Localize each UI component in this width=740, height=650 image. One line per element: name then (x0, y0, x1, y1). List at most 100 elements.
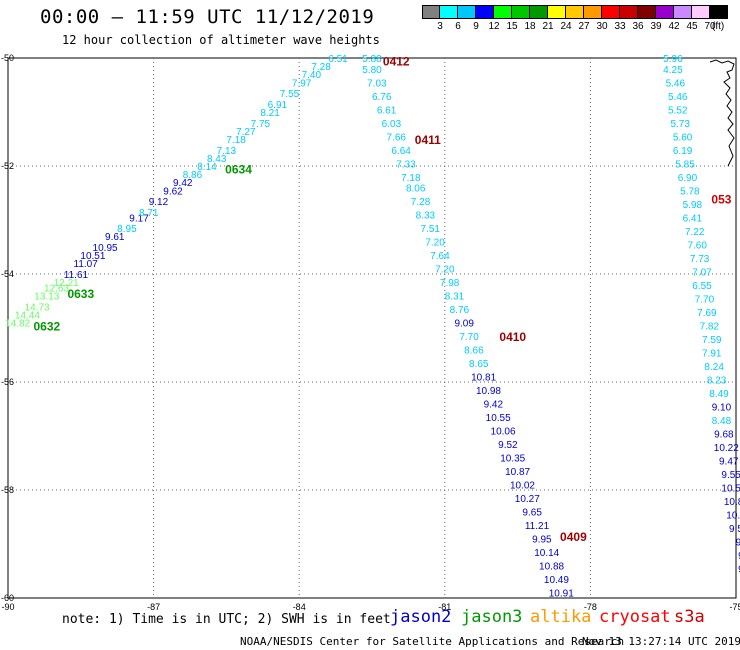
wave-height-value: 7.51 (421, 224, 441, 235)
wave-height-value: 10.98 (476, 386, 501, 397)
wave-height-value: 11.07 (74, 259, 99, 270)
wave-height-value: 14.82 (5, 319, 30, 330)
colorbar-swatch (602, 5, 620, 19)
x-tick-label: -90 (1, 602, 14, 612)
wave-height-value: 7.98 (440, 278, 460, 289)
x-tick-label: -84 (293, 602, 306, 612)
wave-height-value: 7.70 (459, 332, 479, 343)
colorbar-swatch (494, 5, 512, 19)
wave-height-value: 10.06 (491, 427, 516, 438)
wave-height-value: 4.25 (663, 65, 683, 76)
wave-height-value: 10.49 (544, 575, 569, 586)
x-tick-label: -78 (584, 602, 597, 612)
wave-height-value: 10.95 (93, 243, 118, 254)
colorbar-swatch (674, 5, 692, 19)
wave-height-value: 10.87 (505, 467, 530, 478)
wave-height-value: 9.65 (522, 508, 542, 519)
note-text: note: 1) Time is in UTC; 2) SWH is in fe… (62, 612, 391, 627)
wave-height-value: 7.13 (217, 146, 237, 157)
colorbar-label: 21 (542, 21, 554, 32)
colorbar-label: 24 (560, 21, 572, 32)
wave-height-value: 9.17 (129, 213, 149, 224)
legend-s3a: s3a (674, 607, 705, 627)
colorbar-swatch (530, 5, 548, 19)
wave-height-value: 5.78 (680, 186, 700, 197)
wave-height-value: 5.96 (663, 54, 683, 65)
x-tick-label: -87 (147, 602, 160, 612)
wave-height-value: 6.03 (382, 119, 402, 130)
wave-height-value: 5.88 (362, 54, 382, 65)
wave-height-value: 7.70 (695, 294, 715, 305)
wave-height-value: 9.95 (532, 535, 552, 546)
wave-height-value: 7.07 (692, 267, 712, 278)
y-tick-label: -56 (1, 377, 14, 387)
wave-height-value: 10.14 (534, 548, 559, 559)
wave-height-value: 5.85 (675, 159, 695, 170)
wave-height-value: 7.18 (226, 135, 246, 146)
wave-height-value: 12.63 (44, 284, 69, 295)
wave-height-value: 7.66 (387, 132, 407, 143)
wave-height-value: 6.90 (678, 173, 698, 184)
colorbar-label: 33 (614, 21, 626, 32)
wave-height-value: 6.19 (673, 146, 693, 157)
pass-time-label: 0633 (67, 287, 94, 301)
colorbar-swatch (620, 5, 638, 19)
wave-height-value: 9.09 (454, 319, 474, 330)
legend-cryosat: cryosat (599, 607, 671, 627)
wave-height-value: 10.51 (80, 251, 105, 262)
colorbar: 3 6 9 12 15 18 21 24 27 30 33 36 39 42 45 70 (422, 5, 728, 32)
wave-height-value: 10.02 (510, 481, 535, 492)
wave-height-value: 13.13 (34, 292, 59, 303)
wave-height-value: 7.55 (280, 89, 300, 100)
wave-height-value: 5.98 (683, 200, 703, 211)
colorbar-label: 18 (524, 21, 536, 32)
wave-height-value: 7.20 (425, 238, 445, 249)
colorbar-swatch (692, 5, 710, 19)
wave-height-value: 9.5 (729, 524, 740, 535)
wave-height-value: 7.69 (697, 308, 717, 319)
colorbar-swatch (476, 5, 494, 19)
colorbar-swatch (422, 5, 440, 19)
wave-height-value: 7.59 (702, 335, 722, 346)
wave-height-value: 7.33 (396, 159, 416, 170)
chart-title: 00:00 – 11:59 UTC 11/12/2019 (40, 6, 375, 28)
wave-height-value: 7.22 (685, 227, 705, 238)
wave-height-value: 5.52 (668, 105, 688, 116)
wave-height-value: 7.18 (401, 173, 421, 184)
wave-height-value: 5.80 (362, 65, 382, 76)
wave-height-value: 14.73 (25, 302, 50, 313)
wave-height-value: 7.28 (311, 62, 331, 73)
wave-height-value: 7.75 (251, 119, 271, 130)
colorbar-label: 45 (686, 21, 698, 32)
colorbar-frame (422, 5, 728, 19)
wave-height-value: 10.8 (724, 497, 740, 508)
legend-jason2: jason2 (390, 607, 452, 627)
wave-height-value: 9.61 (105, 232, 125, 243)
wave-height-value: 8.31 (445, 292, 465, 303)
footer-timestamp: Nov 13 13:27:14 UTC 2019 (582, 635, 740, 648)
wave-height-value: 8.43 (207, 154, 227, 165)
wave-height-value: 10.22 (714, 443, 739, 454)
wave-height-value: 8.14 (197, 162, 217, 173)
colorbar-label: 3 (437, 21, 443, 32)
wave-height-value: 9.42 (484, 400, 504, 411)
wave-height-value: 8.95 (117, 224, 137, 235)
wave-height-value: 5.46 (668, 92, 688, 103)
wave-height-value: 9.47 (719, 456, 739, 467)
pass-time-label: 0409 (560, 530, 587, 544)
wave-height-value: 8.49 (709, 389, 729, 400)
wave-height-value: 10.88 (539, 562, 564, 573)
wave-height-value: 9.12 (149, 197, 169, 208)
wave-height-value: 9 (736, 537, 740, 548)
wave-height-value: 5.46 (666, 78, 686, 89)
wave-height-value: 8.06 (406, 184, 426, 195)
chart-subtitle: 12 hour collection of altimeter wave hei… (62, 33, 380, 47)
y-tick-label: -50 (1, 53, 14, 63)
colorbar-label: 6 (455, 21, 461, 32)
colorbar-swatch (584, 5, 602, 19)
wave-height-value: 7.20 (435, 265, 455, 276)
coastline-shape (709, 59, 735, 167)
pass-time-label: 0412 (383, 55, 410, 69)
wave-height-value: 11.21 (525, 521, 550, 532)
